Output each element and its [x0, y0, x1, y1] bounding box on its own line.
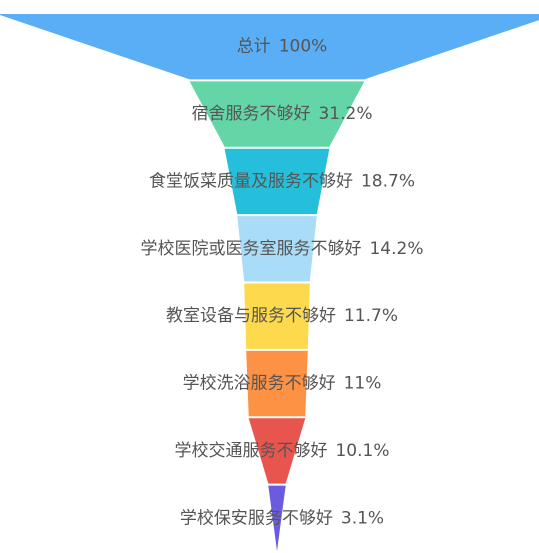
segment-label: 总计 100% — [237, 37, 328, 57]
funnel-segment — [0, 14, 539, 80]
category-name: 学校洗浴服务不够好 — [183, 374, 336, 394]
category-name: 食堂饭菜质量及服务不够好 — [149, 171, 353, 191]
funnel-segment — [248, 418, 306, 484]
segment-label: 学校洗浴服务不够好 11% — [183, 374, 382, 394]
value-label: 3.1% — [341, 508, 384, 528]
funnel-segment — [244, 283, 310, 349]
value-label: 10.1% — [335, 441, 389, 461]
funnel-segment — [246, 350, 308, 417]
value-label: 18.7% — [361, 171, 415, 191]
category-name: 学校保安服务不够好 — [180, 508, 333, 528]
category-name: 教室设备与服务不够好 — [166, 306, 336, 326]
segment-label: 食堂饭菜质量及服务不够好 18.7% — [149, 171, 415, 191]
segment-label: 教室设备与服务不够好 11.7% — [166, 306, 398, 326]
funnel-segment — [268, 485, 286, 551]
category-name: 学校交通服务不够好 — [174, 441, 327, 461]
funnel-segment — [224, 148, 330, 215]
funnel-segment — [189, 81, 365, 147]
category-name: 总计 — [237, 37, 271, 57]
category-name: 宿舍服务不够好 — [191, 104, 310, 124]
value-label: 31.2% — [318, 104, 372, 124]
segment-label: 学校医院或医务室服务不够好 14.2% — [140, 239, 423, 259]
segment-label: 学校保安服务不够好 3.1% — [180, 508, 384, 528]
value-label: 11% — [344, 374, 382, 394]
value-label: 11.7% — [344, 306, 398, 326]
value-label: 14.2% — [369, 239, 423, 259]
segment-label: 学校交通服务不够好 10.1% — [174, 441, 389, 461]
value-label: 100% — [279, 37, 328, 57]
segment-label: 宿舍服务不够好 31.2% — [191, 104, 372, 124]
category-name: 学校医院或医务室服务不够好 — [140, 239, 361, 259]
funnel-segment — [237, 216, 317, 282]
